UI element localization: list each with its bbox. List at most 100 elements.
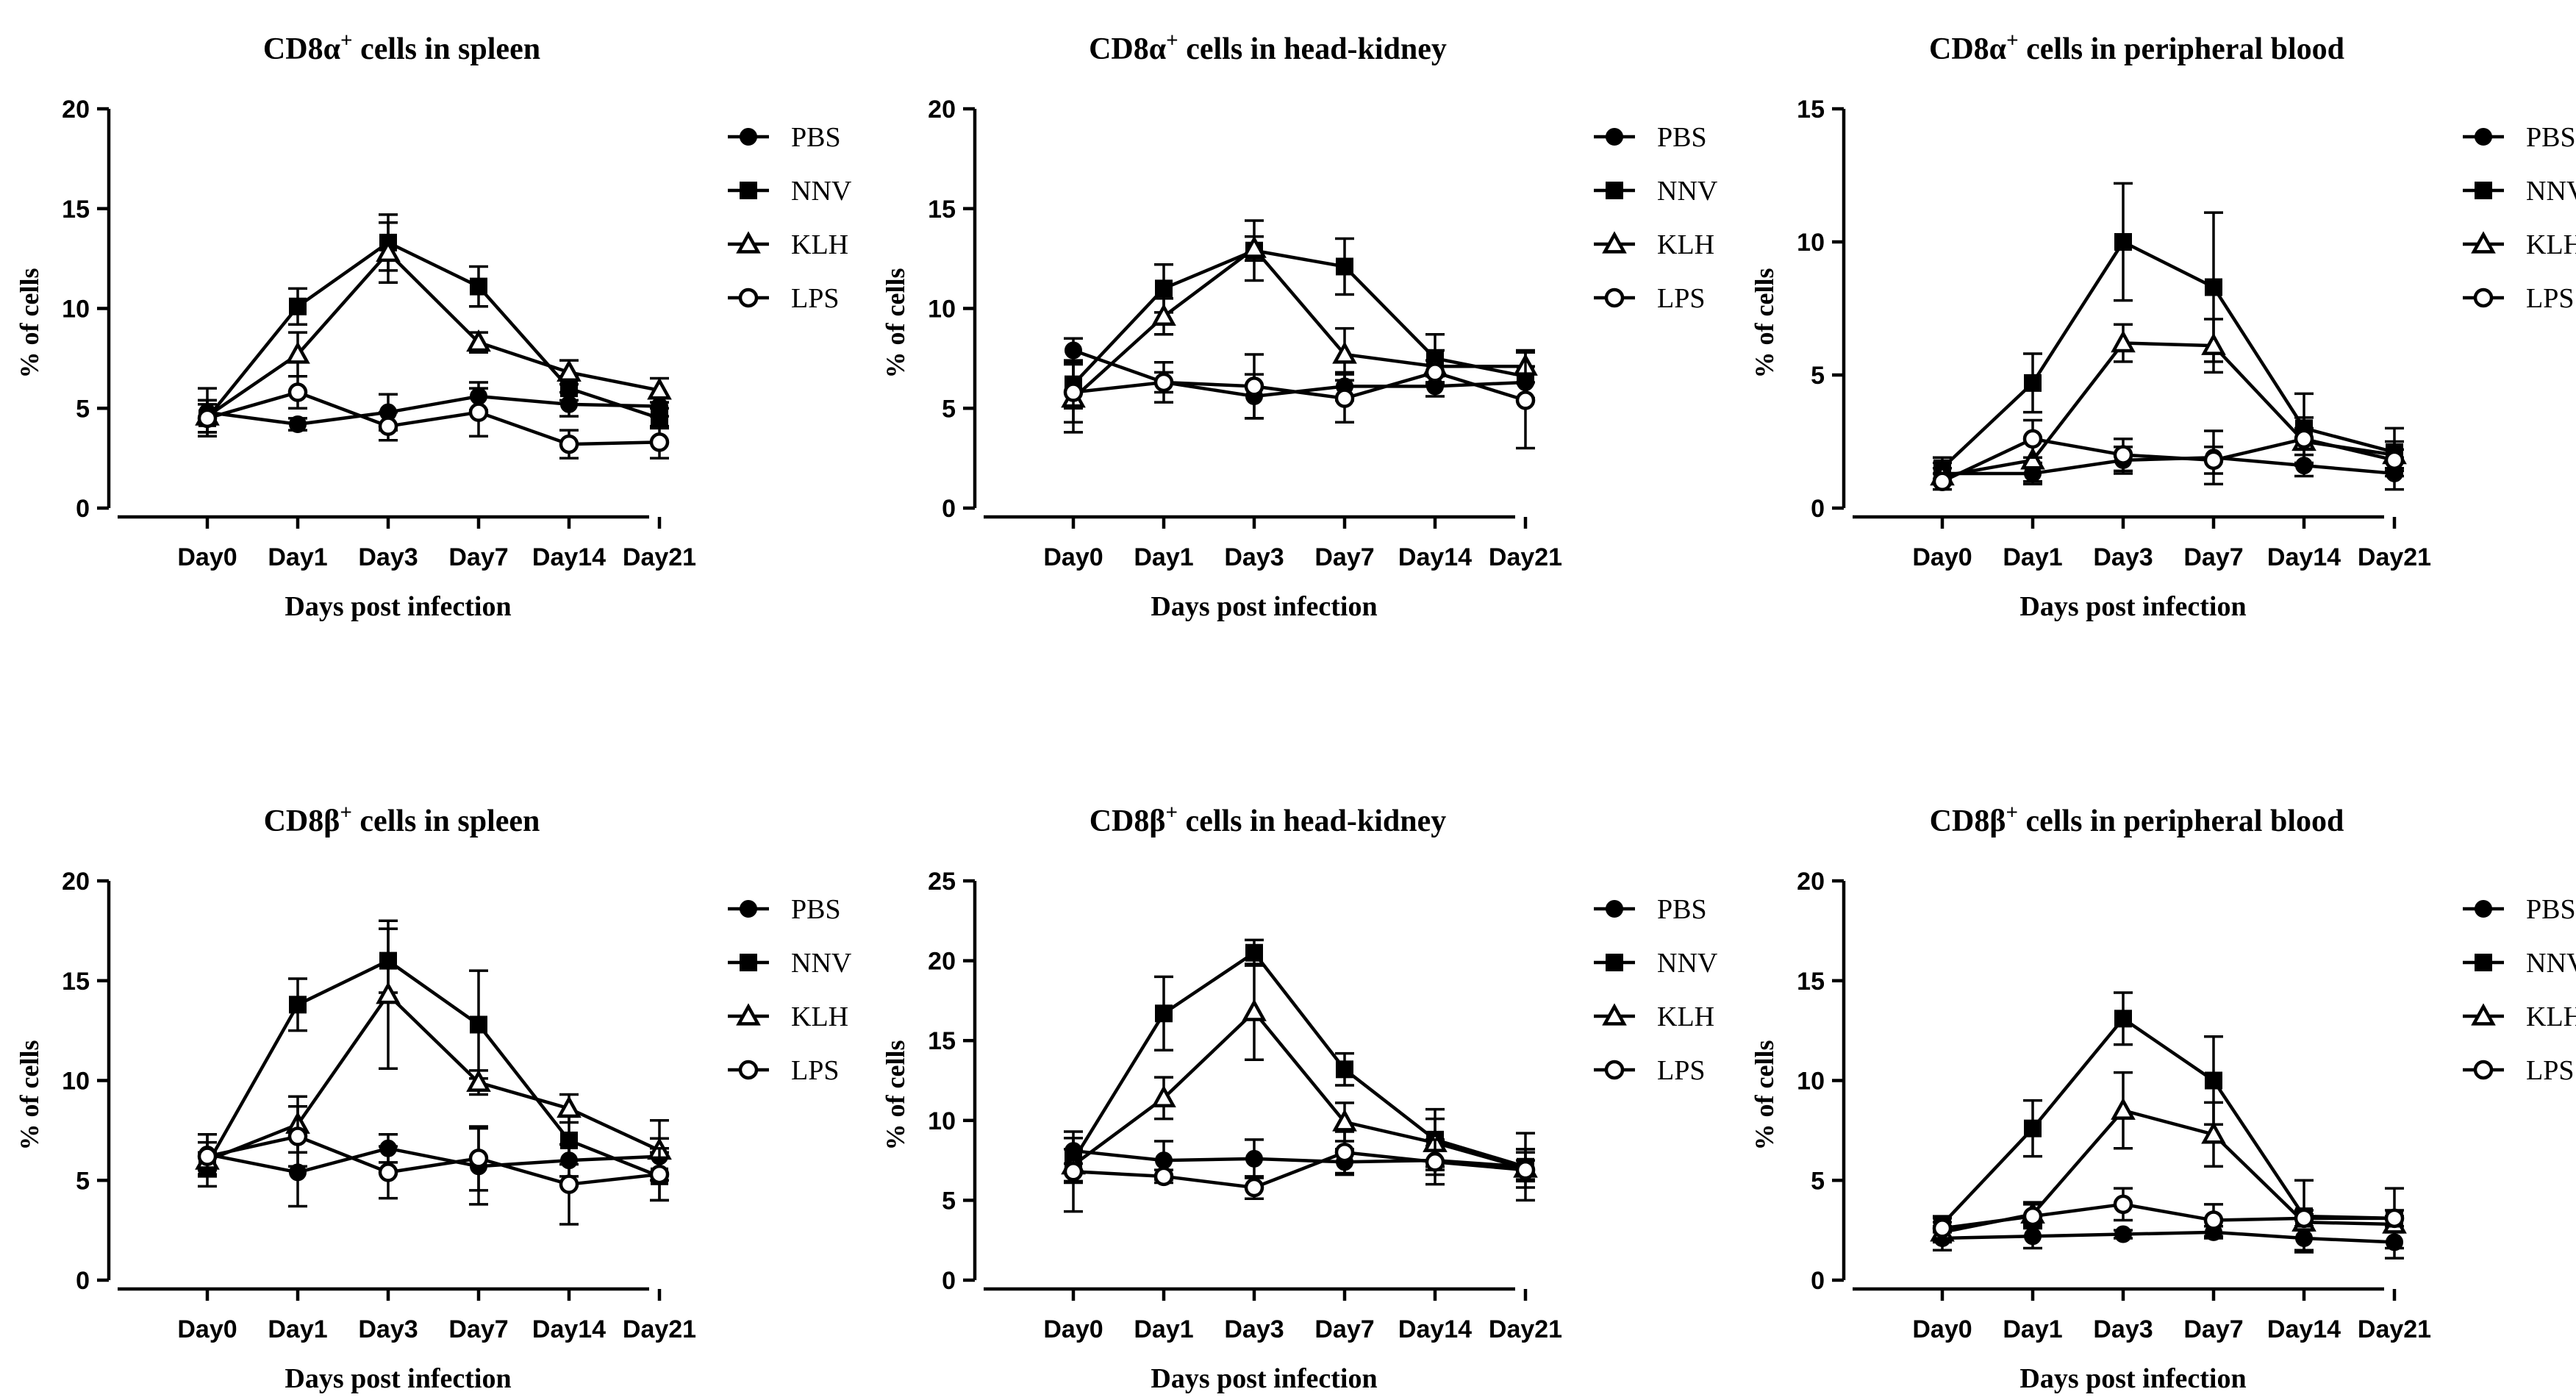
data-point [2294, 429, 2314, 449]
data-point [1425, 1152, 1445, 1172]
y-tick-label: 10 [1797, 229, 1825, 257]
x-tick-label: Day3 [2093, 1315, 2153, 1343]
legend-label: KLH [791, 1001, 848, 1032]
legend-marker [2475, 900, 2492, 918]
series-nnv [1933, 182, 2404, 480]
y-tick-label: 10 [62, 296, 90, 324]
legend-marker [740, 954, 757, 971]
x-tick-label: Day3 [1224, 1315, 1284, 1343]
x-tick-label: Day7 [1314, 543, 1374, 571]
data-point [2201, 1121, 2226, 1144]
chart-title-rest: cells in head-kidney [1178, 32, 1447, 66]
data-point [1242, 999, 1267, 1021]
data-point [559, 434, 579, 454]
chart-title: CD8α+ cells in peripheral blood [1929, 29, 2344, 66]
series-lps [1063, 1130, 1536, 1213]
series-lps [197, 375, 670, 460]
data-point [468, 1149, 489, 1168]
x-tick-label: Day14 [532, 543, 606, 571]
x-tick-label: Day21 [623, 543, 696, 571]
data-point [466, 329, 491, 352]
x-tick-label: Day1 [268, 1315, 327, 1343]
legend-label: KLH [1657, 229, 1714, 260]
legend-label: PBS [1657, 122, 1707, 153]
chart-title: CD8β+ cells in peripheral blood [1930, 801, 2344, 838]
x-tick-label: Day3 [358, 543, 418, 571]
legend: PBS NNV KLH LPS [728, 122, 852, 314]
x-tick-label: Day0 [1912, 543, 1972, 571]
y-tick-label: 15 [1797, 968, 1825, 996]
data-point [557, 359, 582, 382]
data-point [2294, 1208, 2314, 1229]
x-tick-label: Day21 [2358, 543, 2431, 571]
chart-title: CD8α+ cells in spleen [263, 29, 540, 66]
x-tick-label: Day3 [1224, 543, 1284, 571]
series-lps [197, 1105, 670, 1226]
x-tick-label: Day14 [1398, 1315, 1472, 1343]
data-point [285, 341, 310, 364]
data-point [2024, 1119, 2042, 1138]
legend-marker [740, 182, 757, 199]
data-point [2114, 1010, 2132, 1028]
data-point [2024, 1227, 2042, 1246]
legend-marker [2475, 182, 2492, 199]
data-point [559, 1174, 579, 1194]
data-point [1332, 1109, 1357, 1132]
legend-marker [740, 128, 757, 146]
data-point [289, 297, 307, 315]
chart-panel-5: CD8β+ cells in head-kidney 0 5 10 15 20 25 Day0… [881, 801, 1718, 1394]
legend-marker [1606, 182, 1623, 199]
y-axis-label: % of cells [1750, 268, 1779, 379]
chart-title-sup: + [1166, 29, 1178, 52]
x-tick-label: Day1 [268, 543, 327, 571]
series-line [1941, 240, 2395, 470]
data-point [1242, 235, 1267, 258]
x-tick-label: Day0 [1043, 1315, 1103, 1343]
chart-title-main: CD8β [1930, 804, 2006, 838]
data-point [1932, 1218, 1953, 1238]
data-point [2113, 1194, 2133, 1215]
data-point [1065, 341, 1082, 360]
series-pbs [1064, 337, 1535, 420]
chart-title-rest: cells in spleen [353, 32, 541, 66]
legend-marker [1604, 288, 1625, 308]
data-point [376, 982, 401, 1004]
data-point [1155, 1151, 1173, 1170]
x-tick-label: Day21 [623, 1315, 696, 1343]
legend-marker [1602, 1003, 1627, 1026]
data-point [470, 277, 487, 296]
legend: PBS NNV KLH LPS [1594, 894, 1718, 1086]
legend-marker [1602, 231, 1627, 254]
data-point [376, 239, 401, 262]
data-point [2111, 329, 2136, 353]
x-tick-label: Day7 [2183, 1315, 2243, 1343]
data-point [557, 1095, 582, 1118]
data-point [197, 1146, 218, 1166]
x-tick-label: Day0 [177, 1315, 237, 1343]
series-line [207, 390, 660, 446]
x-tick-label: Day7 [2183, 543, 2243, 571]
series-line [206, 240, 660, 420]
data-point [1932, 471, 1953, 492]
x-tick-label: Day1 [1134, 1315, 1193, 1343]
data-point [2022, 429, 2043, 449]
x-tick-label: Day21 [1489, 1315, 1562, 1343]
data-point [378, 416, 398, 436]
series-line [1072, 246, 1525, 400]
y-tick-label: 0 [1811, 1267, 1825, 1295]
y-tick-label: 20 [928, 948, 956, 976]
data-point [1332, 341, 1357, 364]
chart-title-rest: cells in peripheral blood [2018, 804, 2344, 838]
legend-label: PBS [1657, 894, 1707, 925]
series-pbs [1933, 429, 2404, 491]
x-tick-label: Day1 [1134, 543, 1193, 571]
chart-title-main: CD8β [1090, 804, 1166, 838]
data-point [651, 409, 668, 427]
y-axis-label: % of cells [15, 1040, 44, 1151]
legend-label: LPS [1657, 283, 1705, 314]
x-tick-label: Day0 [1043, 543, 1103, 571]
chart-panel-1: CD8α+ cells in spleen 0 5 10 15 20 Day0 Day1 Day… [15, 29, 852, 622]
data-point [2114, 233, 2132, 251]
series-pbs [1933, 1223, 2404, 1260]
